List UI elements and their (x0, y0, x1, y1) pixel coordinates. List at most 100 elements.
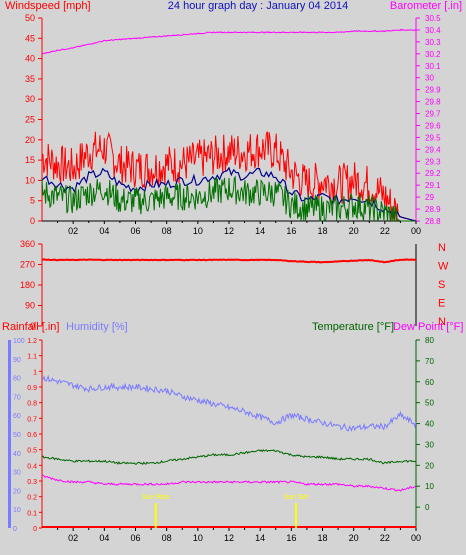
wind-direction-line (41, 258, 417, 264)
rain-y-tick-label: 0.1 (27, 510, 37, 517)
humidity-y-tick-label: 40 (13, 451, 21, 458)
rain-y-tick-label: 0.8 (27, 401, 37, 408)
humidity-y-tick-label: 0 (13, 526, 17, 533)
barometer-y-tick-label: 29.2 (425, 169, 441, 178)
bottom-x-tick-label: 04 (99, 533, 109, 543)
top-x-tick-label: 12 (224, 226, 234, 236)
direction-y-tick-label: 180 (20, 280, 35, 290)
barometer-y-tick-label: 30 (425, 74, 434, 83)
top-x-tick-label: 02 (68, 226, 78, 236)
barometer-y-tick-label: 29.1 (425, 181, 441, 190)
bottom-x-tick-label: 06 (130, 533, 140, 543)
barometer-line (41, 28, 417, 55)
compass-label-n: N (438, 316, 446, 328)
temperature-y-tick-label: 30 (425, 440, 434, 449)
top-x-tick-label: 04 (99, 226, 109, 236)
rain-y-tick-label: 0 (33, 526, 37, 533)
humidity-line (42, 374, 417, 432)
barometer-y-tick-label: 29.5 (425, 133, 441, 142)
top-x-tick-label: 16 (286, 226, 296, 236)
rain-y-tick-label: 1.2 (27, 338, 37, 345)
temperature-line (41, 449, 417, 466)
direction-y-tick-label: 360 (20, 239, 35, 249)
bottom-x-tick-label: 12 (224, 533, 234, 543)
barometer-axis-label: Barometer [.in] (390, 0, 462, 12)
humidity-y-tick-label: 70 (13, 394, 21, 401)
top-x-tick-label: 20 (349, 226, 359, 236)
sunrise-label: Sun Rise (142, 494, 171, 501)
temperature-y-tick-label: 50 (425, 399, 434, 408)
bottom-x-tick-label: 02 (68, 533, 78, 543)
compass-label-w: W (438, 261, 449, 273)
barometer-y-tick-label: 28.9 (425, 205, 441, 214)
windspeed-y-tick-label: 5 (30, 196, 35, 206)
top-x-tick-label: 22 (380, 226, 390, 236)
dewpoint-axis-label: Dew Point [°F] (393, 321, 463, 333)
bottom-x-tick-label: 20 (349, 533, 359, 543)
humidity-y-tick-label: 100 (13, 338, 25, 345)
temperature-y-tick-label: 40 (425, 420, 434, 429)
chart-title: 24 hour graph day : January 04 2014 (168, 0, 348, 12)
barometer-y-tick-label: 30.4 (425, 26, 441, 35)
humidity-y-tick-label: 60 (13, 413, 21, 420)
windspeed-y-tick-label: 10 (25, 175, 35, 185)
compass-label-e: E (438, 298, 445, 310)
humidity-y-tick-label: 50 (13, 432, 21, 439)
rain-y-tick-label: 0.7 (27, 416, 37, 423)
top-x-tick-label: 06 (130, 226, 140, 236)
barometer-y-tick-label: 29.8 (425, 98, 441, 107)
windspeed-y-tick-label: 50 (25, 13, 35, 23)
temperature-y-tick-label: 20 (425, 461, 434, 470)
windspeed-gust-line (41, 131, 417, 222)
top-x-tick-label: 08 (162, 226, 172, 236)
windspeed-line (41, 175, 416, 223)
rain-y-tick-label: 0.4 (27, 463, 37, 470)
top-x-tick-label: 18 (317, 226, 327, 236)
direction-y-tick-label: 270 (20, 260, 35, 270)
temperature-y-tick-label: 80 (425, 336, 434, 345)
bottom-x-tick-label: 16 (286, 533, 296, 543)
barometer-y-tick-label: 30.3 (425, 38, 441, 47)
temperature-axis-label: Temperature [°F] (312, 321, 394, 333)
windspeed-y-tick-label: 45 (25, 33, 35, 43)
bottom-x-tick-label: 08 (162, 533, 172, 543)
temperature-y-tick-label: 70 (425, 357, 434, 366)
rain-y-tick-label: 1.1 (27, 354, 37, 361)
humidity-y-tick-label: 30 (13, 470, 21, 477)
windspeed-axis-label: Windspeed [mph] (5, 0, 91, 12)
temperature-y-tick-label: 0 (425, 503, 430, 512)
compass-label-n: N (438, 242, 446, 254)
direction-y-tick-label: 90 (25, 301, 35, 311)
temperature-y-tick-label: 60 (425, 378, 434, 387)
rain-y-tick-label: 0.2 (27, 495, 37, 502)
compass-label-s: S (438, 279, 445, 291)
bottom-x-tick-label: 10 (193, 533, 203, 543)
sunset-label: Sun Set (284, 494, 309, 501)
humidity-axis-bar (8, 340, 11, 528)
rainfall-axis-label: Rainfall [.in] (2, 321, 59, 333)
wind-barometer-chart: 0 5 10 15 20 25 30 35 40 45 50 28.8 28.9 29 29.1 29.2 29… (25, 13, 441, 236)
rain-y-tick-label: 0.9 (27, 385, 37, 392)
humidity-y-tick-label: 80 (13, 376, 21, 383)
windspeed-y-tick-label: 15 (25, 155, 35, 165)
barometer-y-tick-label: 30.2 (425, 50, 441, 59)
humidity-y-tick-label: 10 (13, 507, 21, 514)
rain-y-tick-label: 0.3 (27, 479, 37, 486)
barometer-y-tick-label: 29.3 (425, 157, 441, 166)
rain-y-tick-label: 1 (33, 369, 37, 376)
windspeed-y-tick-label: 20 (25, 135, 35, 145)
bottom-x-tick-label: 22 (380, 533, 390, 543)
barometer-y-tick-label: 29.7 (425, 110, 441, 119)
top-x-tick-label: 14 (255, 226, 265, 236)
bottom-x-tick-label: 14 (255, 533, 265, 543)
barometer-y-tick-label: 29 (425, 193, 434, 202)
bottom-x-tick-label: 18 (317, 533, 327, 543)
humidity-axis-label: Humidity [%] (66, 321, 128, 333)
bottom-x-tick-label: 00 (411, 533, 421, 543)
windspeed-y-tick-label: 35 (25, 74, 35, 84)
dewpoint-line (41, 474, 417, 492)
windspeed-y-tick-label: 25 (25, 115, 35, 125)
